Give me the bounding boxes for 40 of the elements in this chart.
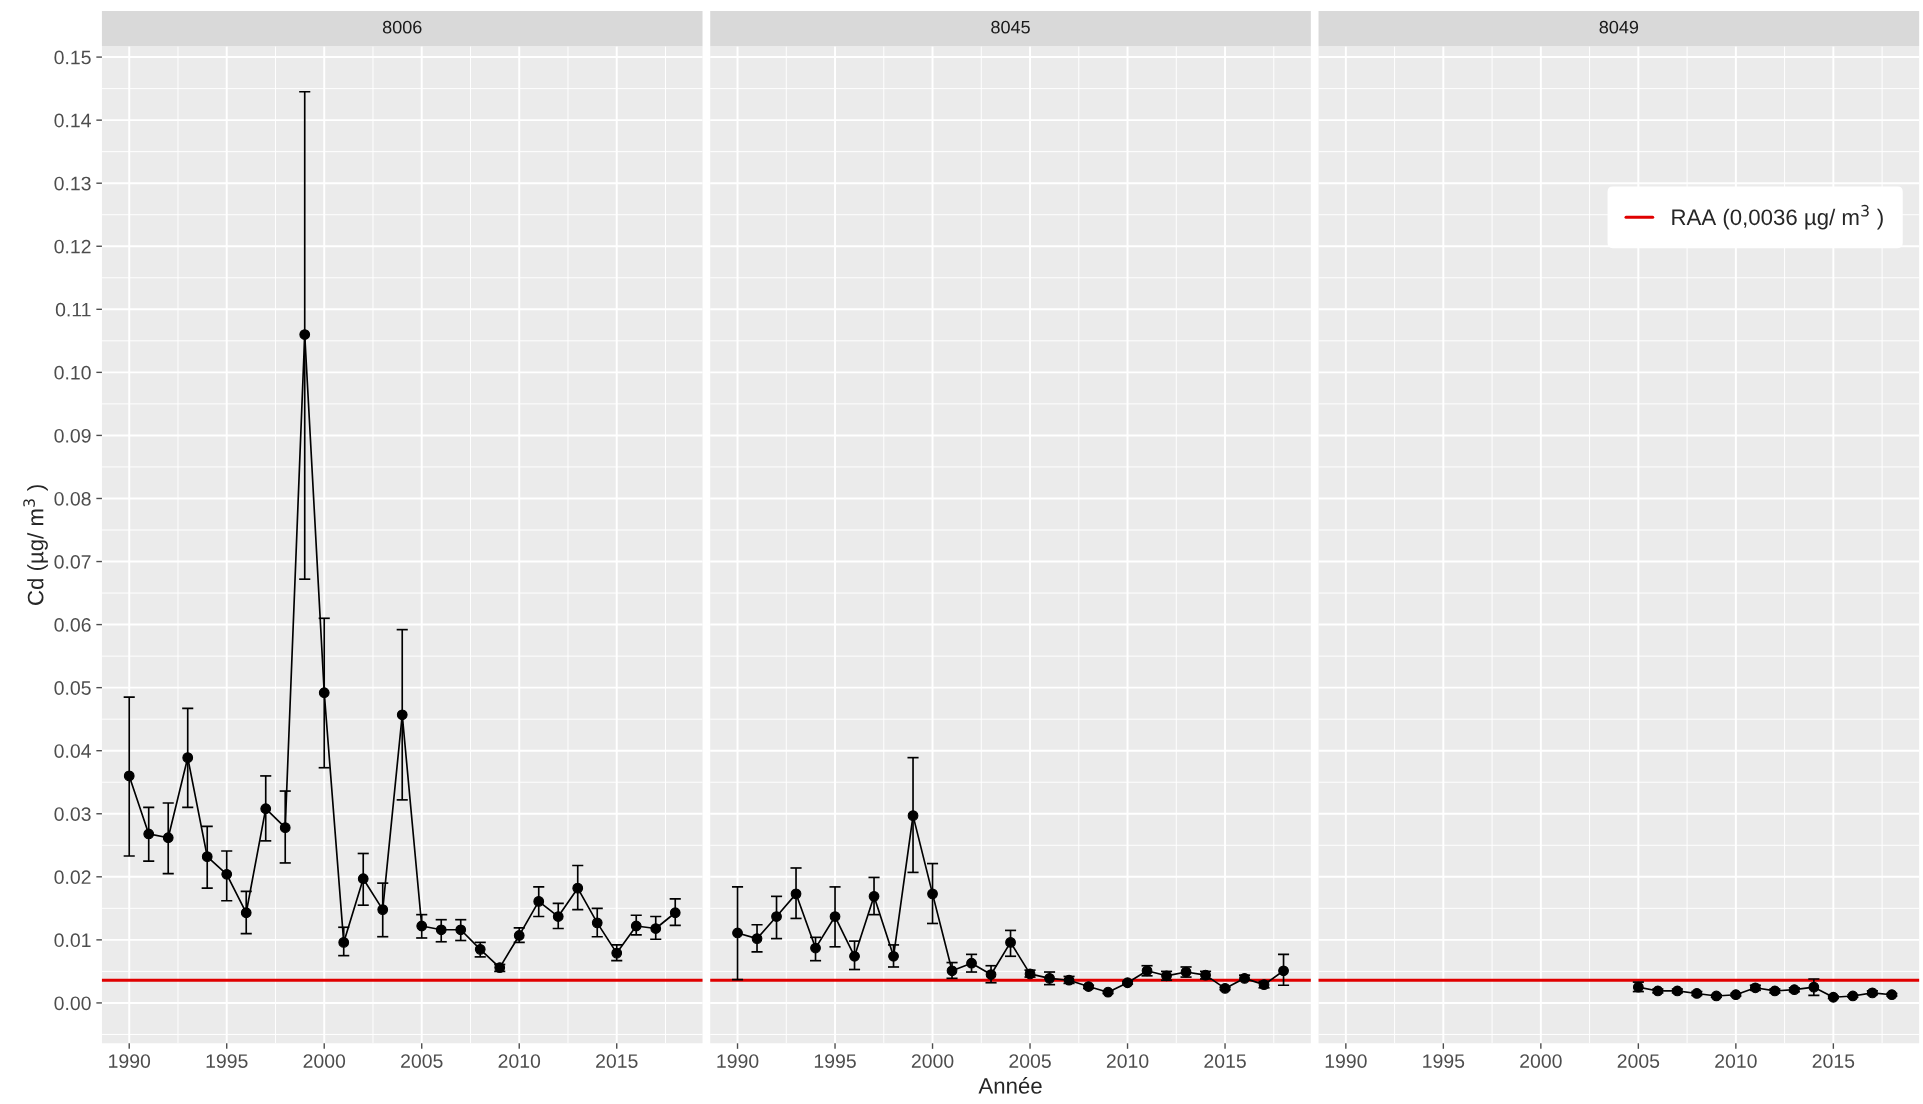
x-tick-label: 2005 bbox=[1617, 1054, 1660, 1068]
chart-title: 8049 bbox=[1599, 20, 1639, 34]
x-tick-label: 1995 bbox=[206, 1054, 248, 1068]
chart-title: 8045 bbox=[991, 20, 1030, 34]
chart-title: 8006 bbox=[382, 20, 422, 34]
x-tick-label: 1990 bbox=[1325, 1054, 1367, 1068]
y-tick-label: 0.03 bbox=[54, 807, 91, 821]
y-tick-label: 0.09 bbox=[54, 428, 91, 443]
legend-label: RAA (0,0036 µg/ m$^{3}$ ) bbox=[1672, 204, 1883, 230]
y-tick-label: 0.10 bbox=[54, 365, 91, 380]
x-tick-label: 2010 bbox=[1106, 1054, 1149, 1068]
x-tick-label: 2015 bbox=[596, 1054, 638, 1068]
x-tick-label: 2015 bbox=[1812, 1054, 1855, 1068]
y-tick-label: 0.15 bbox=[54, 50, 91, 65]
x-tick-label: 1995 bbox=[1423, 1054, 1465, 1068]
x-tick-label: 2010 bbox=[1715, 1054, 1757, 1068]
x-tick-label: 2000 bbox=[911, 1054, 954, 1068]
x-tick-label: 2005 bbox=[401, 1054, 443, 1068]
y-tick-label: 0.02 bbox=[54, 870, 91, 885]
y-tick-label: 0.04 bbox=[54, 744, 91, 758]
y-tick-label: 0.06 bbox=[54, 618, 91, 632]
y-tick-label: 0.12 bbox=[54, 239, 91, 254]
x-tick-label: 1990 bbox=[109, 1054, 151, 1068]
x-tick-label: 2010 bbox=[498, 1054, 541, 1068]
y-tick-label: 0.00 bbox=[54, 996, 91, 1011]
y-tick-label: 0.13 bbox=[54, 176, 91, 191]
x-axis-title: Année bbox=[978, 1077, 1042, 1094]
x-tick-label: 2015 bbox=[1204, 1054, 1246, 1068]
x-tick-label: 2000 bbox=[1520, 1054, 1562, 1068]
x-tick-label: 2005 bbox=[1009, 1054, 1051, 1068]
y-tick-label: 0.11 bbox=[55, 302, 91, 317]
y-tick-label: 0.08 bbox=[54, 491, 91, 506]
y-axis-title: Cd (µg/ m$^{3}$ ) bbox=[23, 485, 48, 605]
x-tick-label: 1995 bbox=[814, 1054, 856, 1068]
y-tick-label: 0.05 bbox=[54, 681, 91, 695]
x-tick-label: 1990 bbox=[717, 1054, 759, 1068]
y-tick-label: 0.07 bbox=[54, 555, 91, 569]
y-tick-label: 0.01 bbox=[54, 933, 91, 948]
y-tick-label: 0.14 bbox=[54, 113, 91, 128]
x-tick-label: 2000 bbox=[303, 1054, 346, 1068]
